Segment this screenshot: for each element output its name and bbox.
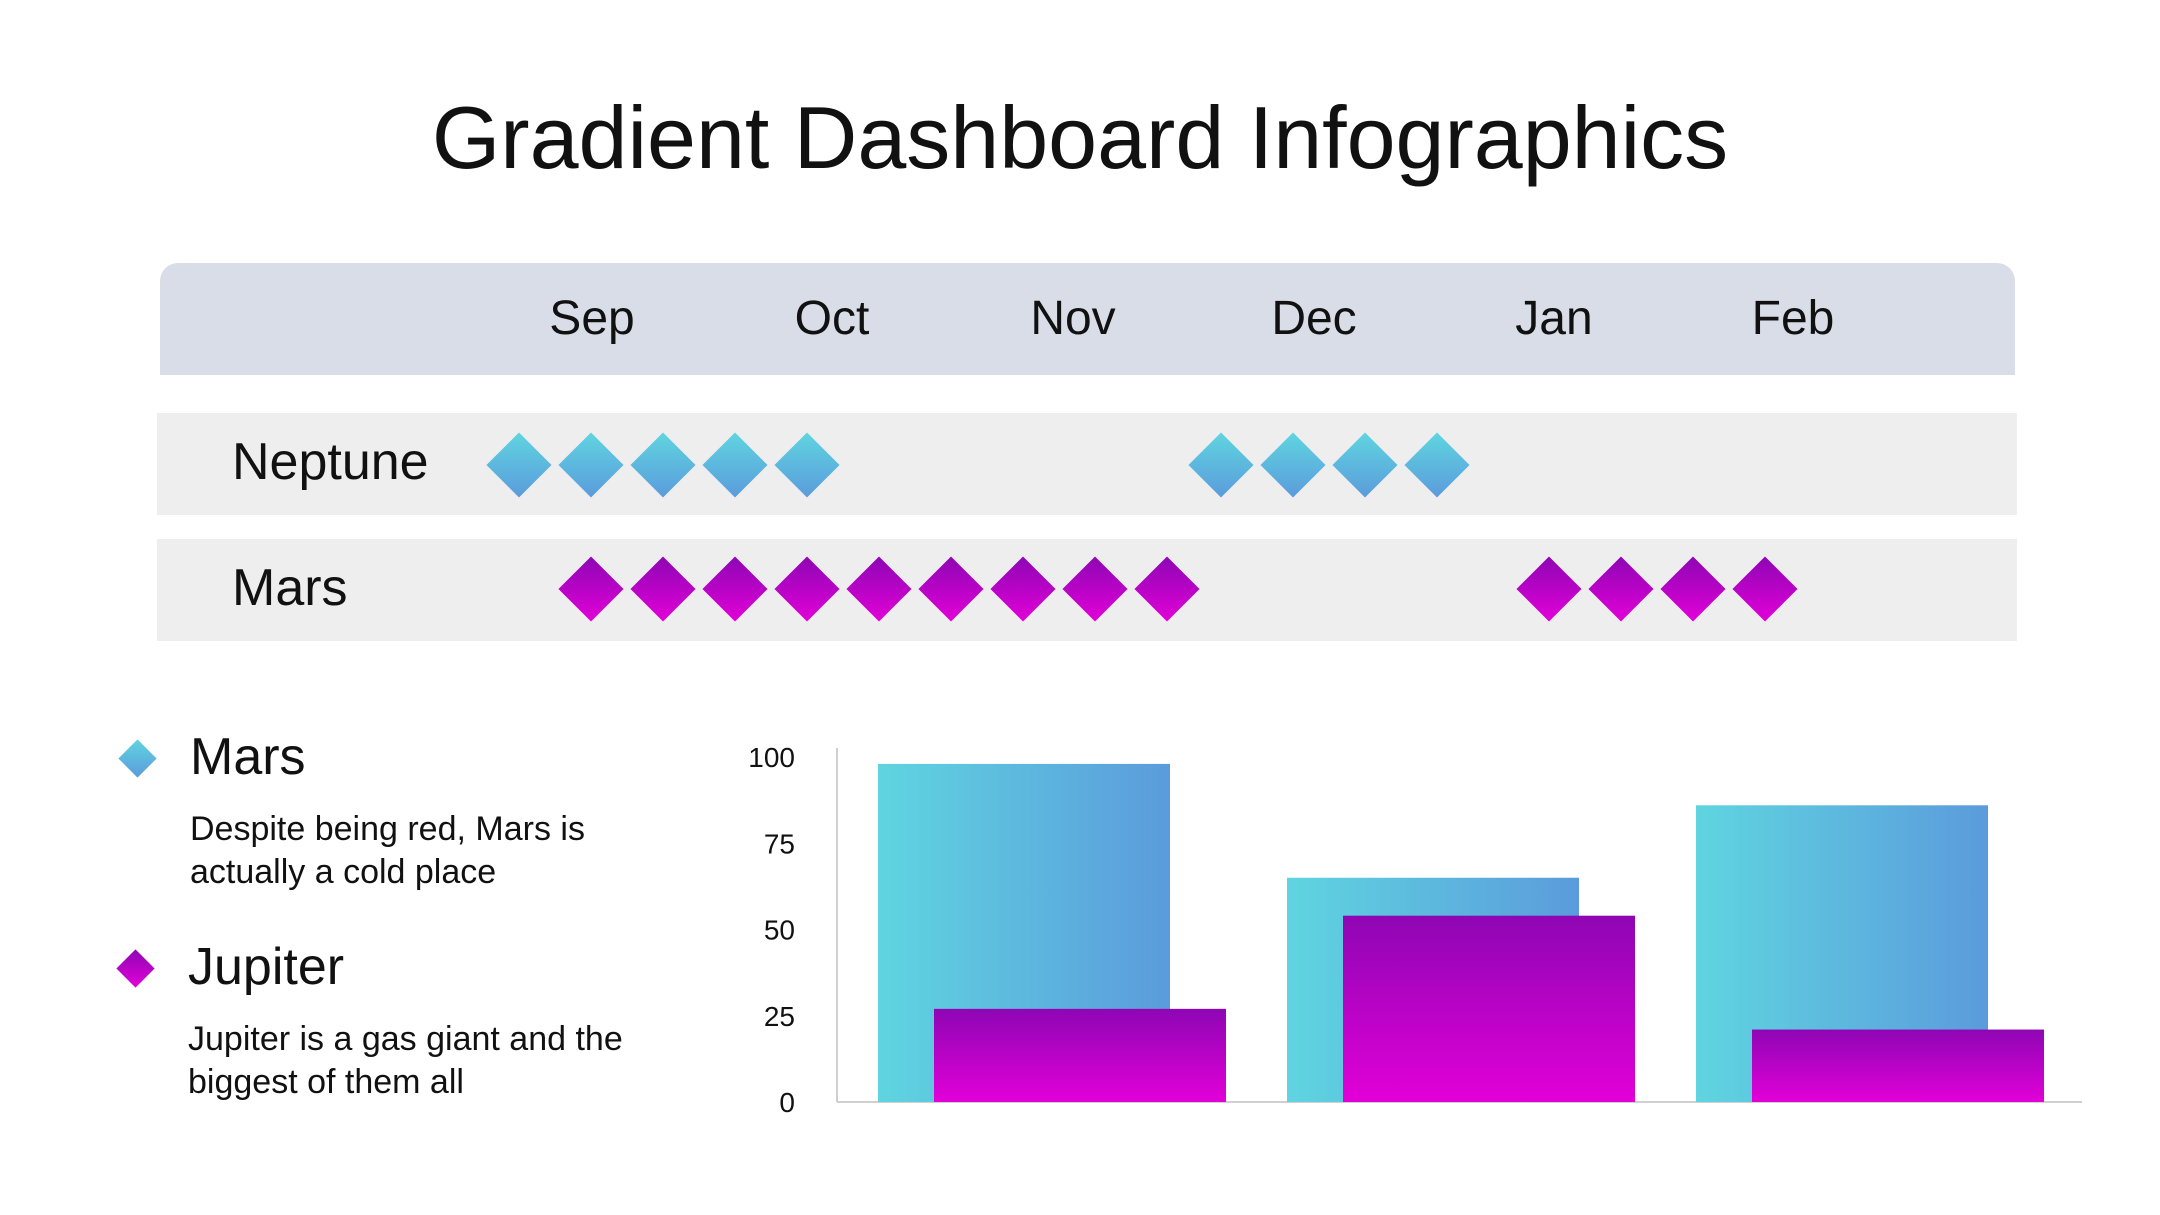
jupiter-bar [934,1008,1226,1102]
y-tick-label: 100 [748,742,795,773]
y-tick-label: 75 [764,828,795,859]
y-tick-label: 0 [779,1087,795,1118]
month-label-jan: Jan [1515,292,1593,345]
months-header-band [160,263,2015,375]
legend-mars-title: Mars [190,728,306,786]
month-label-sep: Sep [549,292,635,345]
month-label-feb: Feb [1751,292,1835,345]
month-label-dec: Dec [1271,292,1357,345]
legend-mars-description: Despite being red, Mars is actually a co… [190,810,585,891]
y-tick-label: 50 [764,915,795,946]
legend-jupiter-description: Jupiter is a gas giant and the biggest o… [188,1020,623,1101]
month-label-oct: Oct [794,292,870,345]
month-label-nov: Nov [1030,292,1116,345]
row-label-mars: Mars [232,559,348,617]
row-label-neptune: Neptune [232,433,429,491]
y-tick-label: 25 [764,1001,795,1032]
legend-jupiter-title: Jupiter [188,938,345,996]
timeline-row-neptune [157,413,2017,515]
jupiter-bar [1343,915,1635,1102]
jupiter-bar [1752,1029,2044,1102]
page-title: Gradient Dashboard Infographics [431,88,1729,187]
